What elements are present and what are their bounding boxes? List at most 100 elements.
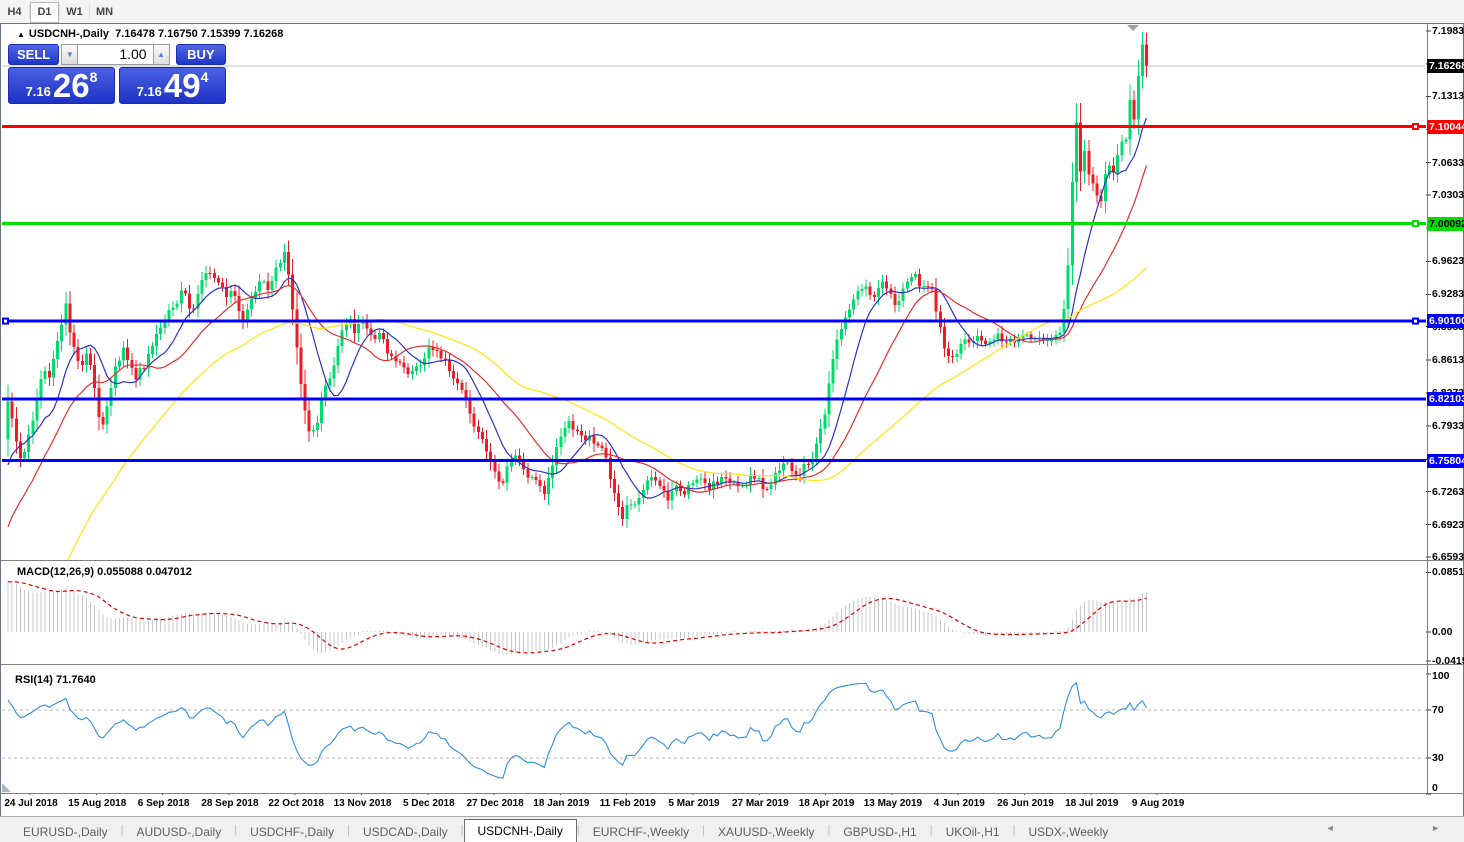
macd-tick-label: 0.00 (1432, 626, 1453, 638)
buy-price-small: 7.16 (136, 84, 162, 99)
rsi-tick-label: 0 (1432, 782, 1438, 794)
chart-tab-usdcad[interactable]: USDCAD-,Daily (362, 825, 448, 839)
volume-decrease-button[interactable]: ▼ (61, 44, 79, 65)
toolbar-separator (89, 4, 90, 19)
date-tick-label: 5 Mar 2019 (668, 798, 720, 809)
tab-separator: | (1012, 824, 1016, 836)
chart-tab-gbpusd[interactable]: GBPUSD-,H1 (843, 825, 917, 839)
price-tick-label: 6.79330 (1432, 420, 1464, 433)
volume-increase-button[interactable]: ▲ (152, 44, 170, 65)
date-tick-label: 9 Aug 2019 (1131, 798, 1185, 809)
rsi-tick-label: 100 (1432, 670, 1450, 682)
tab-separator: | (234, 824, 238, 836)
buy-button[interactable]: BUY (175, 44, 227, 65)
timeframe-button-w1[interactable]: W1 (66, 6, 83, 18)
timeframe-button-h4[interactable]: H4 (7, 6, 22, 18)
price-macd-separator[interactable] (1, 560, 1463, 563)
date-tick-label: 6 Sep 2018 (137, 798, 190, 809)
buy-price-sup: 4 (200, 69, 209, 85)
price-tick-label: 7.06330 (1432, 156, 1464, 169)
buy-price-big: 49 (163, 67, 201, 104)
tab-scroll-arrows: ◄ ► (1326, 823, 1454, 833)
macd-tick-label: -0.041597 (1432, 655, 1464, 668)
toolbar-separator (59, 4, 60, 19)
chart-tab-xauusd[interactable]: XAUUSD-,Weekly (718, 825, 815, 839)
toolbar-separator (29, 4, 30, 19)
chart-symbol-label: USDCNH-,Daily (28, 28, 109, 40)
date-tick-label: 28 Sep 2018 (201, 798, 259, 809)
tab-separator: | (827, 824, 831, 836)
date-tick-label: 18 Apr 2019 (798, 798, 855, 809)
price-scale-separator[interactable] (1427, 24, 1428, 794)
price-tick-label: 7.13130 (1432, 90, 1464, 103)
tab-scroll-right-icon[interactable]: ► (1431, 823, 1454, 833)
rsi-dates-separator (1, 793, 1463, 796)
date-tick-label: 4 Jun 2019 (933, 798, 985, 809)
current-price-box: 7.16268 (1427, 58, 1464, 73)
buy-price-display[interactable]: 7.16 49 4 (119, 67, 226, 104)
tab-separator: | (120, 824, 124, 836)
spinner-down-icon: ▼ (65, 50, 74, 59)
price-tick-label: 6.72630 (1432, 485, 1464, 498)
sell-price-sup: 8 (89, 69, 98, 85)
volume-input[interactable]: 1.00 (78, 44, 153, 65)
chart-tab-usdcnh[interactable]: USDCNH-,Daily (463, 819, 577, 842)
sell-price-display[interactable]: 7.16 26 8 (8, 67, 115, 104)
tab-separator: | (929, 824, 933, 836)
chart-tab-audusd[interactable]: AUDUSD-,Daily (136, 825, 222, 839)
sell-price-small: 7.16 (25, 84, 51, 99)
level-price-box: 6.90100 (1427, 314, 1464, 329)
chart-tab-eurchf[interactable]: EURCHF-,Weekly (592, 825, 690, 839)
collapse-icon[interactable]: ▲ (17, 30, 25, 39)
timeframe-button-d1[interactable]: D1 (30, 1, 59, 23)
date-tick-label: 22 Oct 2018 (268, 798, 324, 809)
level-price-box: 7.10044 (1427, 119, 1464, 134)
rsi-indicator-label: RSI(14) 71.7640 (15, 674, 96, 686)
date-tick-label: 18 Jul 2019 (1065, 798, 1119, 809)
tab-separator: | (347, 824, 350, 836)
macd-indicator-label: MACD(12,26,9) 0.055088 0.047012 (17, 566, 192, 578)
rsi-tick-label: 30 (1432, 752, 1444, 764)
level-price-box: 6.82103 (1427, 392, 1464, 407)
chart-title: ▲ USDCNH-,Daily 7.16478 7.16750 7.15399 7… (17, 28, 283, 40)
macd-tick-label: 0.085164 (1432, 566, 1464, 579)
chart-tab-bar: EURUSD-,Daily | AUDUSD-,Daily | USDCHF-,Dail… (0, 816, 1464, 842)
date-tick-label: 18 Jan 2019 (533, 798, 590, 809)
level-price-box: 7.00092 (1427, 216, 1464, 231)
date-tick-label: 24 Jul 2018 (4, 798, 58, 809)
chart-tab-eurusd[interactable]: EURUSD-,Daily (23, 825, 108, 839)
sell-price-big: 26 (52, 67, 90, 104)
timeframe-button-mn[interactable]: MN (95, 6, 114, 18)
tab-scroll-left-icon[interactable]: ◄ (1325, 823, 1349, 833)
chart-tab-usdchf[interactable]: USDCHF-,Daily (250, 825, 335, 839)
price-tick-label: 6.86130 (1432, 353, 1464, 366)
date-tick-label: 27 Dec 2018 (466, 798, 524, 809)
price-tick-label: 7.19830 (1432, 25, 1464, 38)
level-price-box: 6.75804 (1427, 453, 1464, 468)
date-tick-label: 15 Aug 2018 (68, 798, 127, 809)
one-click-trading-panel: SELL ▼ 1.00 ▲ BUY 7.16 26 8 7.16 49 4 (8, 44, 227, 104)
date-tick-label: 26 Jun 2019 (997, 798, 1054, 809)
chart-ohlc-values: 7.16478 7.16750 7.15399 7.16268 (115, 28, 284, 40)
chart-tab-usdx[interactable]: USDX-,Weekly (1028, 825, 1109, 839)
date-tick-label: 13 Nov 2018 (333, 798, 392, 809)
tab-separator: | (702, 824, 706, 836)
price-tick-label: 6.69230 (1432, 518, 1464, 531)
macd-rsi-separator[interactable] (1, 664, 1463, 667)
date-tick-label: 5 Dec 2018 (402, 798, 455, 809)
date-axis[interactable]: 24 Jul 2018 15 Aug 2018 6 Sep 2018 28 Sep 2… (1, 795, 1463, 815)
price-tick-label: 6.92830 (1432, 288, 1464, 301)
price-tick-label: 7.03030 (1432, 188, 1464, 201)
timeframe-toolbar: H4 D1 W1 MN (0, 0, 1464, 24)
chart-window[interactable]: ▲ USDCNH-,Daily 7.16478 7.16750 7.15399 7… (0, 23, 1464, 817)
date-tick-label: 11 Feb 2019 (599, 798, 656, 809)
sell-button[interactable]: SELL (8, 44, 60, 65)
spinner-up-icon: ▲ (157, 50, 166, 59)
date-tick-label: 13 May 2019 (863, 798, 923, 809)
chart-tab-ukoil[interactable]: UKOil-,H1 (945, 825, 1000, 839)
rsi-tick-label: 70 (1432, 704, 1444, 716)
price-tick-label: 6.96230 (1432, 255, 1464, 268)
tab-separator: | (460, 824, 464, 836)
